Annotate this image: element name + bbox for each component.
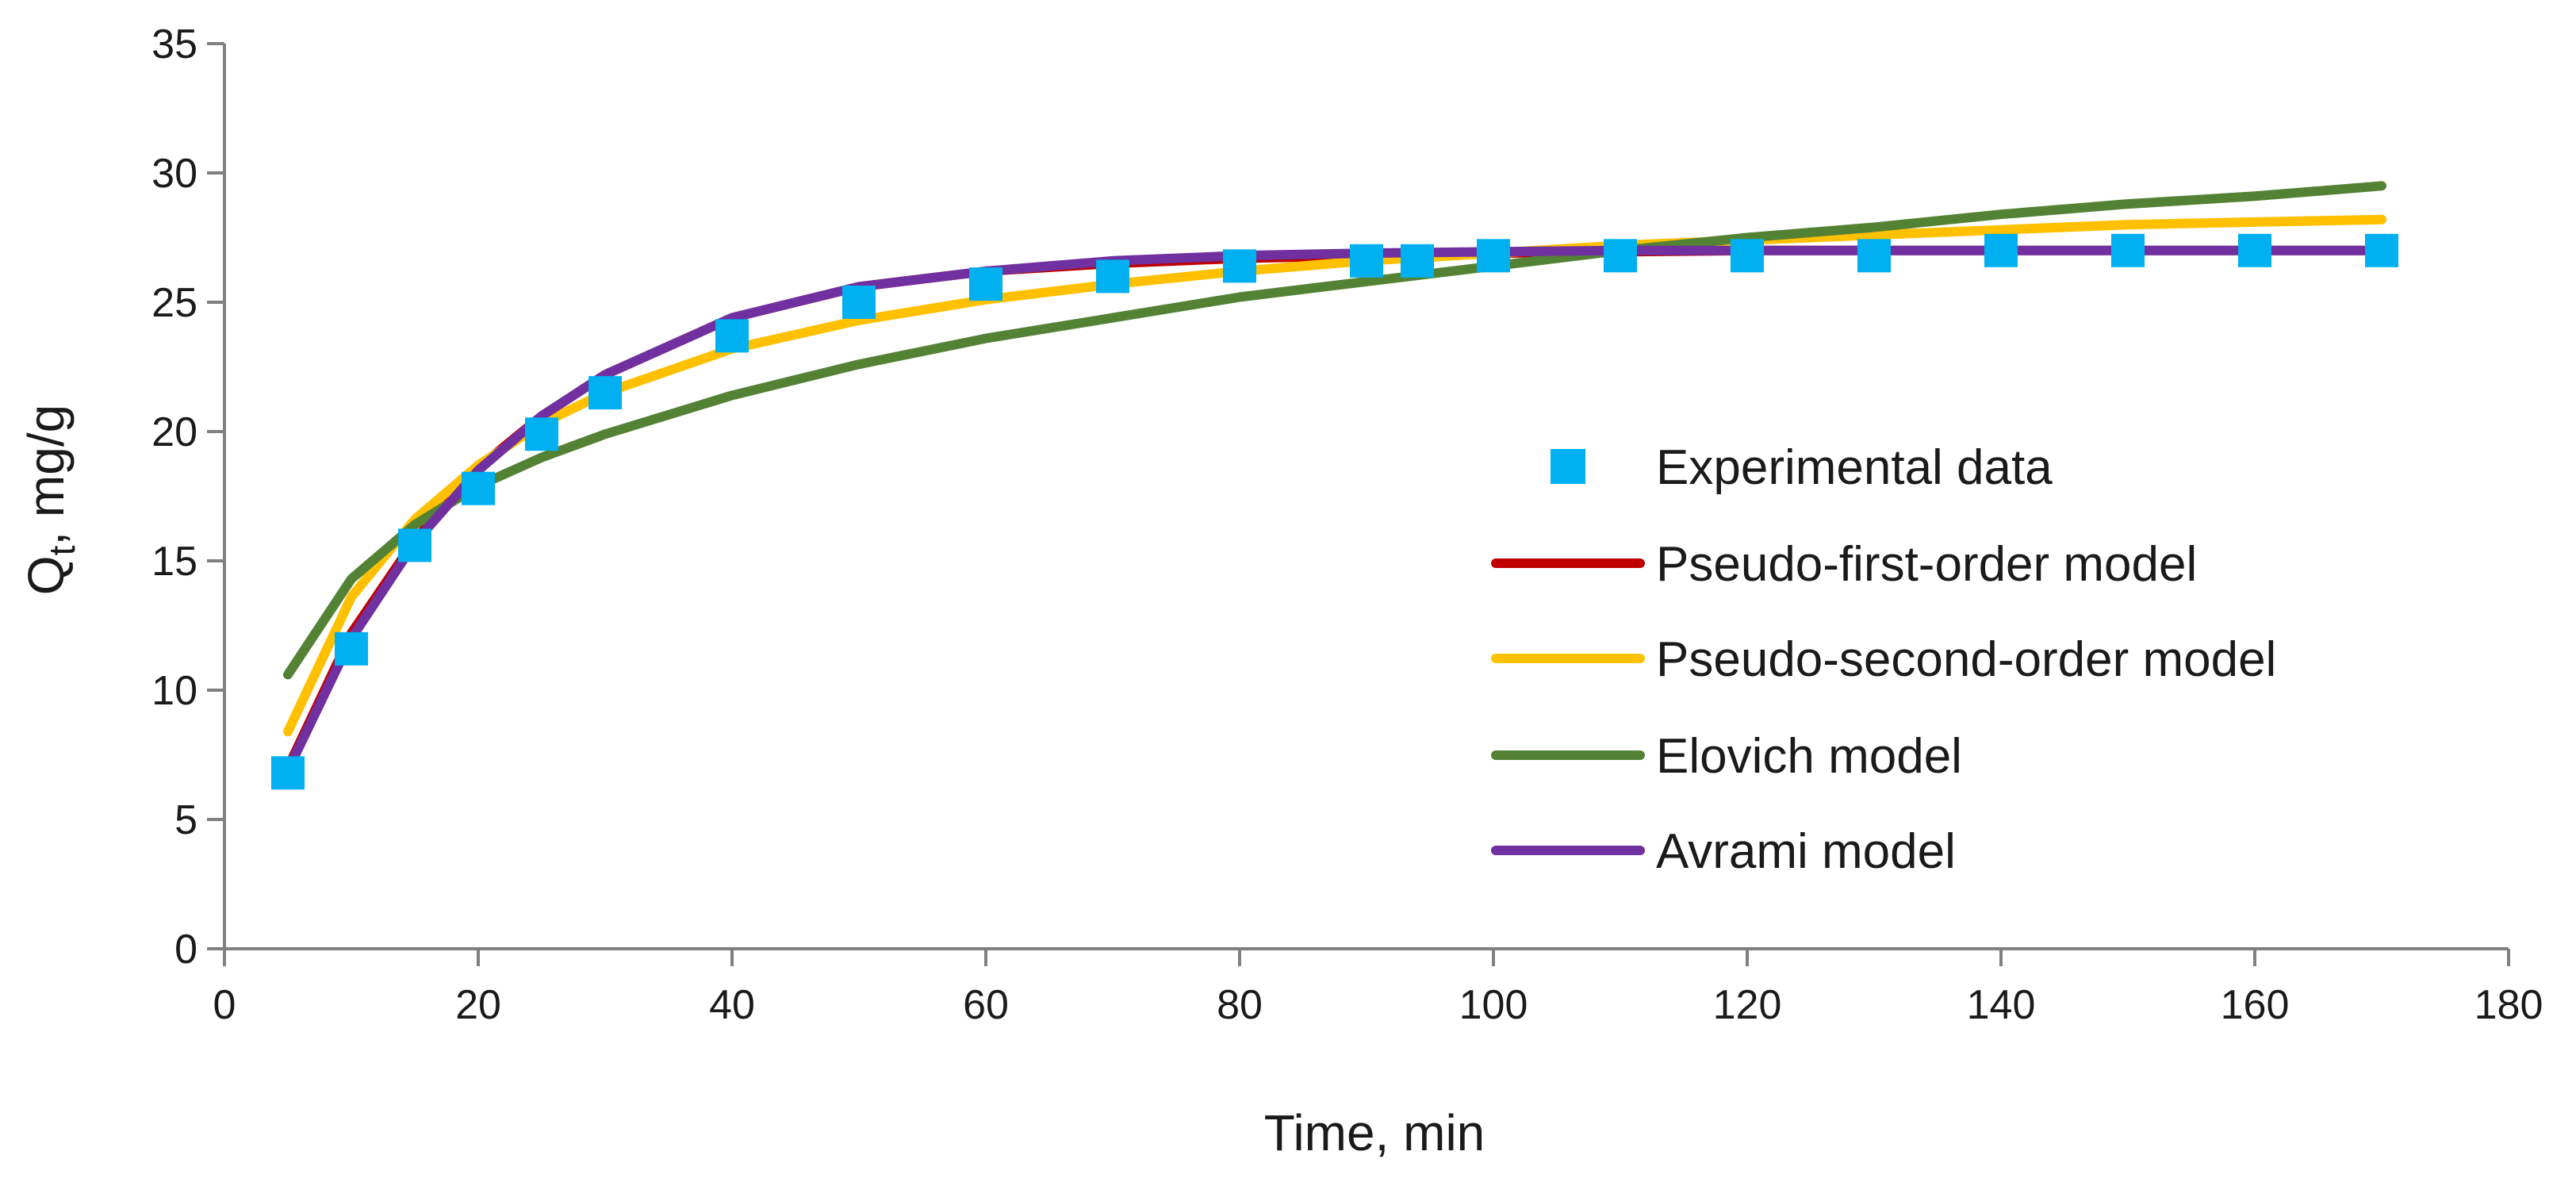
- legend: Experimental data Pseudo-first-order mode…: [1491, 440, 2276, 879]
- data-point: [1096, 259, 1129, 294]
- x-tick-label: 180: [2474, 982, 2543, 1028]
- legend-swatch-experimental-data: [1551, 449, 1585, 484]
- legend-label-pseudo-second-order-model: Pseudo-second-order model: [1656, 632, 2276, 687]
- x-tick-label: 60: [963, 982, 1009, 1028]
- data-point: [1401, 244, 1434, 278]
- data-point: [1223, 249, 1256, 283]
- y-tick-label: 30: [151, 151, 197, 197]
- data-point: [588, 376, 622, 410]
- data-point: [715, 319, 749, 353]
- data-point: [842, 286, 876, 319]
- legend-label-experimental-data: Experimental data: [1656, 440, 2053, 495]
- series-line-avrami-model: [283, 245, 2386, 776]
- legend-label-pseudo-first-order-model: Pseudo-first-order model: [1656, 537, 2197, 592]
- y-tick-label: 15: [151, 539, 197, 585]
- data-point: [1984, 233, 2018, 267]
- y-tick-label: 10: [151, 668, 197, 714]
- y-tick-label: 5: [174, 797, 197, 843]
- data-point: [2365, 233, 2398, 267]
- data-point: [969, 267, 1002, 301]
- legend-label-avrami-model: Avrami model: [1656, 824, 1956, 879]
- legend-label-elovich-model: Elovich model: [1656, 729, 1962, 784]
- y-tick-label: 20: [151, 409, 197, 455]
- data-point: [2111, 233, 2145, 267]
- data-point: [1731, 239, 1764, 273]
- y-tick-label: 35: [151, 21, 197, 67]
- x-tick-label: 140: [1967, 982, 2036, 1028]
- x-tick-label: 160: [2221, 982, 2290, 1028]
- axes: 0 5 10 15 20 25 30 35 0 20 40 60 80 100 120 140 160 180: [151, 21, 2543, 1028]
- x-tick-label: 100: [1459, 982, 1528, 1028]
- y-axis-title: Qt, mg/g: [17, 405, 82, 595]
- x-tick-label: 0: [213, 982, 236, 1028]
- x-tick-label: 80: [1217, 982, 1263, 1028]
- data-point: [2238, 233, 2271, 267]
- x-axis-title: Time, min: [1264, 1104, 1485, 1161]
- data-point: [1477, 239, 1510, 273]
- data-point: [398, 528, 431, 562]
- x-tick-label: 40: [709, 982, 755, 1028]
- data-point: [271, 756, 305, 790]
- data-point: [525, 417, 558, 451]
- series-layer: [271, 181, 2398, 790]
- data-point: [335, 631, 368, 666]
- data-point: [462, 471, 495, 505]
- x-tick-label: 120: [1713, 982, 1782, 1028]
- data-point: [1857, 239, 1891, 273]
- y-tick-label: 25: [151, 280, 197, 326]
- data-point: [1604, 239, 1637, 273]
- data-point: [1350, 244, 1383, 278]
- y-axis-title-main: Q: [17, 555, 75, 595]
- x-tick-label: 20: [455, 982, 501, 1028]
- series-line-pseudo-first-order-model: [283, 245, 2386, 773]
- y-tick-label: 0: [174, 927, 197, 973]
- y-axis-title-subscript: t: [41, 545, 82, 555]
- y-axis-title-rest: , mg/g: [17, 405, 75, 546]
